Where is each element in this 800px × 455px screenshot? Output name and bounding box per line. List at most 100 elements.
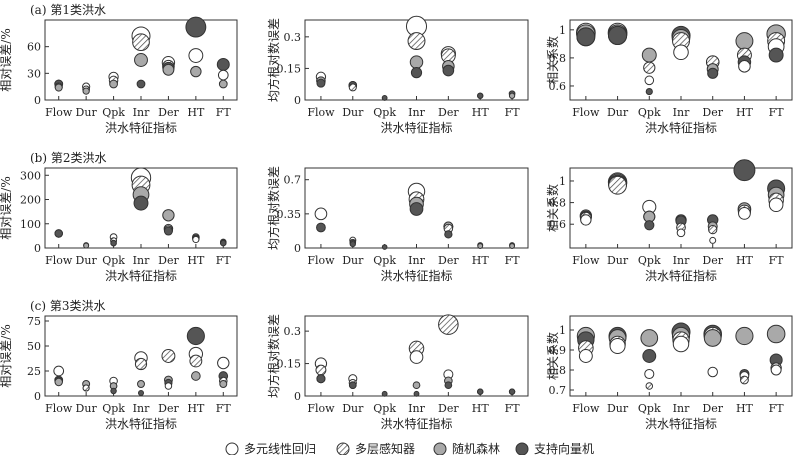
panel-4: 0 100 200 300 Flow Dur Qpk Inr Der HT FT 洪水特征指标 相对误差… [0, 151, 238, 283]
x-tick-label: Flow [572, 254, 600, 267]
x-axis-label: 洪水特征指标 [645, 416, 717, 431]
x-tick-label: Inr [408, 402, 425, 415]
x-tick-label: Inr [133, 106, 150, 119]
x-tick-label: Dur [607, 402, 629, 415]
x-tick-label: Qpk [373, 106, 396, 119]
y-axis-label: 相关系数 [545, 36, 560, 84]
x-axis-label: 洪水特征指标 [645, 120, 717, 135]
x-tick-label: FT [769, 106, 785, 119]
y-tick-label: 60 [27, 41, 41, 54]
bubble-mlp-dur [608, 175, 627, 195]
bubble-mlr-inr [676, 228, 686, 238]
bubble-svm-der [163, 226, 173, 236]
panel-3: 0.6 0.8 1 Flow Dur Qpk Inr Der HT FT 洪水特征指标 相关系数 [545, 19, 793, 135]
bubble-mlp-der [161, 349, 176, 363]
bubble-svm-ht [186, 326, 205, 346]
y-tick-label: 100 [20, 218, 41, 231]
bubble-svm-flow [316, 78, 326, 88]
y-tick-label: 0.35 [277, 208, 302, 221]
y-tick-label: 0.3 [284, 325, 302, 338]
y-tick-label: 0.9 [549, 344, 567, 357]
panel-title: (b) 第2类洪水 [30, 151, 107, 165]
bubble-svm-ht [477, 92, 484, 99]
x-tick-label: Flow [45, 106, 73, 119]
y-tick-label: 0.3 [284, 31, 302, 44]
x-axis-label: 洪水特征指标 [380, 120, 452, 135]
bubble-svm-inr [410, 67, 423, 79]
panel-1: 0 30 60 Flow Dur Qpk Inr Der HT FT 洪水特征指标 相对误差/% (a)… [0, 3, 238, 135]
x-tick-label: HT [736, 254, 754, 267]
bubble-rf-ft [218, 79, 228, 89]
bubble-mlr-der [709, 236, 717, 244]
x-tick-label: FT [216, 402, 232, 415]
y-axis-label: 相关系数 [545, 332, 560, 380]
bubble-mlr-ht [738, 207, 751, 220]
bubble-rf-dur [82, 87, 90, 95]
x-tick-label: Der [702, 254, 723, 267]
bubble-rf-inr [134, 53, 148, 67]
y-tick-label: 0 [294, 390, 301, 403]
x-axis-label: 洪水特征指标 [105, 120, 177, 135]
x-tick-label: Inr [673, 254, 690, 267]
x-tick-label: HT [472, 402, 490, 415]
y-tick-label: 0.6 [549, 80, 567, 93]
x-tick-label: Dur [342, 106, 364, 119]
y-tick-label: 200 [20, 194, 41, 207]
bubble-svm-ft [768, 47, 784, 63]
bubble-mlp-qpk [643, 61, 656, 74]
panel-title: (c) 第3类洪水 [30, 299, 106, 313]
y-tick-label: 25 [27, 365, 41, 378]
y-tick-label: 0 [294, 242, 301, 255]
x-tick-label: FT [216, 254, 232, 267]
bubble-svm-flow [576, 27, 596, 47]
x-tick-label: HT [187, 402, 205, 415]
x-tick-label: Flow [572, 402, 600, 415]
bubble-svm-inr [136, 79, 146, 89]
bubble-mlr-inr [672, 335, 690, 353]
x-axis-label: 洪水特征指标 [105, 268, 177, 283]
x-tick-label: HT [736, 106, 754, 119]
y-tick-label: 0.15 [277, 358, 302, 371]
bubble-rf-ht [735, 32, 754, 51]
x-tick-label: Dur [342, 402, 364, 415]
x-tick-label: FT [216, 106, 232, 119]
bubble-svm-qpk [381, 244, 388, 250]
bubble-mlr-der [164, 382, 173, 390]
y-tick-label: 1 [559, 175, 566, 188]
panel-2: 0 0.15 0.3 Flow Dur Qpk Inr Der HT FT 洪水特征指标 均方根对数误… [266, 15, 529, 135]
bubble-svm-der [444, 230, 453, 239]
y-tick-label: 0 [294, 94, 301, 107]
x-tick-label: Der [702, 402, 723, 415]
bubble-mlp-dur [348, 83, 357, 92]
x-tick-label: FT [769, 402, 785, 415]
y-tick-label: 30 [27, 67, 41, 80]
legend-label-mlr: 多元线性回归 [244, 442, 316, 455]
legend-label-mlp: 多层感知器 [355, 441, 415, 455]
x-tick-label: Der [438, 402, 459, 415]
bubble-rf-ft [219, 380, 228, 388]
bubble-mlp-inr [134, 357, 148, 371]
bubble-svm-qpk [644, 220, 655, 231]
x-tick-label: Dur [607, 254, 629, 267]
bubble-rf-inr [409, 55, 424, 69]
x-tick-label: Qpk [638, 402, 661, 415]
x-tick-label: HT [187, 106, 205, 119]
legend-marker-svm [515, 442, 529, 455]
bubble-mlr-ft [770, 364, 782, 376]
bubble-svm-inr [409, 202, 424, 216]
x-tick-label: Qpk [102, 402, 125, 415]
x-tick-label: Inr [133, 254, 150, 267]
y-tick-label: 0 [34, 242, 41, 255]
bubble-rf-inr [412, 381, 421, 390]
bubble-svm-ht [185, 16, 207, 38]
bubble-svm-der [444, 381, 453, 390]
bubble-rf-der [703, 329, 722, 347]
bubble-rf-qpk [109, 79, 118, 89]
bubble-mlr-inr [673, 44, 689, 61]
y-tick-label: 0.15 [277, 62, 302, 75]
x-tick-label: Der [158, 106, 179, 119]
x-tick-label: Qpk [638, 254, 661, 267]
bubble-svm-dur [608, 25, 628, 45]
x-tick-label: Inr [408, 254, 425, 267]
